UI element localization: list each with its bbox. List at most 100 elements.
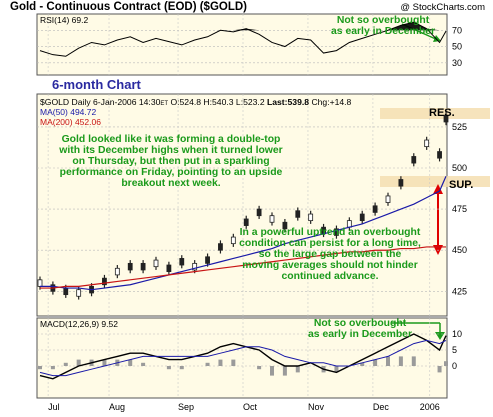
price-candle bbox=[424, 139, 430, 148]
price-candle bbox=[443, 114, 449, 123]
price-candle bbox=[256, 208, 262, 217]
macd-histogram-bar bbox=[282, 366, 287, 376]
price-candle bbox=[37, 279, 43, 287]
price-candle bbox=[127, 262, 133, 271]
annotation-uptrend-line-4: moving averages should not hinder bbox=[242, 260, 418, 271]
price-change: Chg:+14.8 bbox=[311, 97, 352, 107]
six-month-label: 6-month Chart bbox=[52, 77, 141, 92]
macd-histogram-bar bbox=[295, 366, 300, 373]
ma200-line bbox=[40, 246, 446, 289]
annotation-double-top-line-4: performance on Friday, pointing to an up… bbox=[59, 167, 283, 178]
macd-histogram-bar bbox=[205, 362, 210, 366]
macd-label: MACD(12,26,9) 9.52 bbox=[40, 319, 118, 329]
price-candle bbox=[230, 236, 236, 245]
copyright-label: @ StockCharts.com bbox=[400, 2, 485, 13]
rsi-note-arrowhead bbox=[433, 35, 441, 42]
price-candle bbox=[140, 262, 146, 271]
macd-note-line-2: as early in December bbox=[308, 329, 412, 340]
macd-histogram-bar bbox=[437, 366, 442, 373]
price-candle bbox=[218, 243, 223, 251]
price-candle bbox=[166, 264, 172, 272]
price-candle bbox=[385, 195, 391, 203]
price-header-symbol: $GOLD Daily 6-Jan-2006 14:30 bbox=[40, 97, 161, 107]
macd-tick-label: 5 bbox=[452, 345, 457, 355]
price-tick-label: 525 bbox=[452, 122, 467, 132]
rsi-label: RSI(14) 69.2 bbox=[40, 15, 89, 25]
annotation-double-top-line-5: breakout next week. bbox=[121, 178, 221, 189]
annotation-uptrend-line-1: In a powerful uptrend an overbought bbox=[239, 227, 421, 238]
macd-note-line-1: Not so overbought bbox=[313, 318, 407, 329]
price-candle bbox=[308, 213, 314, 222]
price-candle bbox=[205, 256, 210, 264]
month-label-oct: Oct bbox=[243, 402, 258, 412]
price-panel bbox=[36, 93, 448, 317]
macd-histogram-bar bbox=[141, 362, 146, 366]
price-tick-label: 500 bbox=[452, 163, 467, 173]
month-label-jul: Jul bbox=[48, 402, 60, 412]
price-low: L:523.2 bbox=[235, 97, 265, 107]
macd-histogram-bar bbox=[386, 356, 390, 366]
price-tick-label: 450 bbox=[452, 245, 467, 255]
macd-histogram-bar bbox=[76, 359, 81, 366]
price-candle bbox=[114, 267, 120, 276]
macd-histogram-bar bbox=[63, 362, 68, 366]
price-candle bbox=[179, 258, 185, 266]
price-candle bbox=[153, 259, 159, 268]
macd-panel bbox=[36, 317, 448, 399]
price-last: Last:539.8 bbox=[267, 97, 310, 107]
price-candle bbox=[243, 218, 249, 226]
rsi-note-line-1: Not so overbought bbox=[336, 15, 430, 26]
resistance-band bbox=[380, 108, 490, 119]
price-candle bbox=[282, 221, 288, 230]
macd-signal-line bbox=[39, 339, 447, 377]
macd-histogram-bar bbox=[128, 359, 133, 366]
price-candle bbox=[269, 215, 275, 223]
rsi-tick-label: 30 bbox=[452, 58, 462, 68]
ma50-label: MA(50) 494.72 bbox=[40, 107, 97, 117]
gap-arrow-head-up bbox=[433, 184, 443, 194]
price-high: H:540.3 bbox=[203, 97, 234, 107]
macd-histogram-bar bbox=[373, 359, 378, 366]
price-candle bbox=[398, 179, 404, 187]
price-candle bbox=[102, 277, 107, 286]
macd-note: Not so overbought as early in December bbox=[300, 318, 420, 340]
macd-histogram-bar bbox=[38, 366, 42, 370]
chart-title: Gold - Continuous Contract (EOD) ($GOLD) bbox=[10, 1, 248, 13]
rsi-note: Not so overbought as early in December bbox=[318, 15, 448, 37]
rsi-note-line-2: as early in December bbox=[331, 26, 435, 37]
rsi-overbought-area bbox=[40, 22, 446, 31]
price-candle bbox=[334, 228, 339, 236]
support-band bbox=[380, 176, 490, 187]
price-candle bbox=[359, 213, 365, 222]
price-header: $GOLD Daily 6-Jan-2006 14:30ET O:524.8 H… bbox=[40, 97, 351, 107]
month-label-2006: 2006 bbox=[420, 402, 440, 412]
macd-histogram-bar bbox=[398, 356, 403, 366]
price-candle bbox=[63, 287, 69, 296]
macd-histogram-bar bbox=[166, 366, 171, 370]
month-label-nov: Nov bbox=[308, 402, 325, 412]
price-candle bbox=[411, 156, 417, 164]
price-header-et: ET bbox=[160, 101, 169, 107]
price-candle bbox=[76, 289, 82, 297]
macd-histogram-bar bbox=[50, 366, 55, 370]
price-open: O:524.8 bbox=[170, 97, 202, 107]
macd-histogram-bar bbox=[334, 366, 339, 373]
macd-histogram-bar bbox=[411, 356, 416, 366]
macd-histogram-bar bbox=[444, 361, 448, 366]
ma50-line bbox=[40, 175, 447, 291]
annotation-double-top-line-1: Gold looked like it was forming a double… bbox=[61, 134, 281, 145]
annotation-double-top-line-3: on Thursday, but then put in a sparkling bbox=[72, 156, 270, 167]
ma200-label: MA(200) 452.06 bbox=[40, 117, 101, 127]
macd-histogram-bar bbox=[231, 359, 236, 366]
annotation-double-top: Gold looked like it was forming a double… bbox=[40, 134, 302, 189]
macd-histogram-bar bbox=[102, 359, 107, 366]
macd-histogram-bar bbox=[270, 366, 274, 376]
rsi-line bbox=[39, 21, 447, 57]
month-label-sep: Sep bbox=[178, 402, 194, 412]
price-candle bbox=[437, 151, 442, 159]
macd-tick-label: 0 bbox=[452, 361, 457, 371]
support-label: SUP. bbox=[449, 179, 474, 191]
price-candle bbox=[192, 262, 198, 271]
month-label-dec: Dec bbox=[373, 402, 390, 412]
